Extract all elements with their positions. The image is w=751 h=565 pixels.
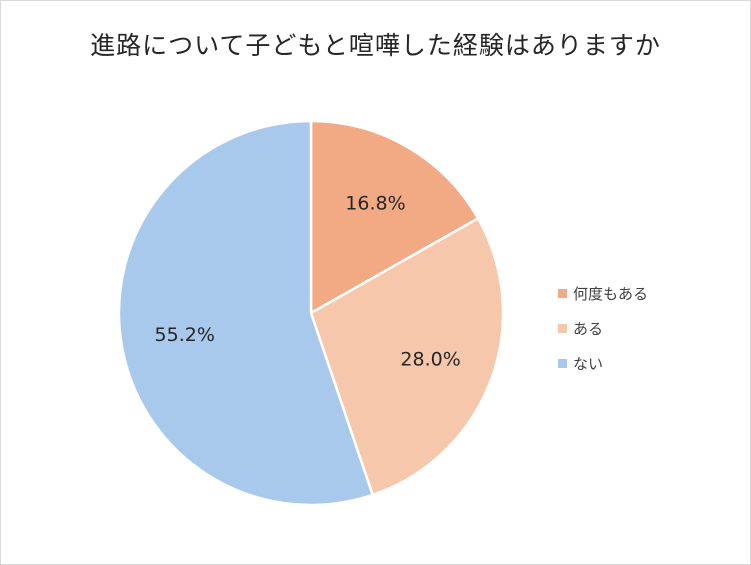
legend-swatch [558,289,567,298]
legend-label: ない [573,355,604,373]
slice-data-label: 28.0% [400,349,460,371]
legend-label: 何度もある [573,285,649,303]
legend-item: 何度もある [558,276,648,311]
legend-swatch [558,324,567,333]
pie-slice [309,119,480,316]
legend-label: ある [573,320,604,338]
chart-title: 進路について子どもと喧嘩した経験はありますか [90,31,661,60]
slice-data-label: 16.8% [345,192,405,214]
slice-data-label: 55.2% [155,324,215,346]
legend: 何度もある ある ない [558,276,648,381]
pie-slice [117,119,375,507]
pie-slice [309,216,505,497]
legend-item: ない [558,346,648,381]
legend-item: ある [558,311,648,346]
legend-swatch [558,359,567,368]
